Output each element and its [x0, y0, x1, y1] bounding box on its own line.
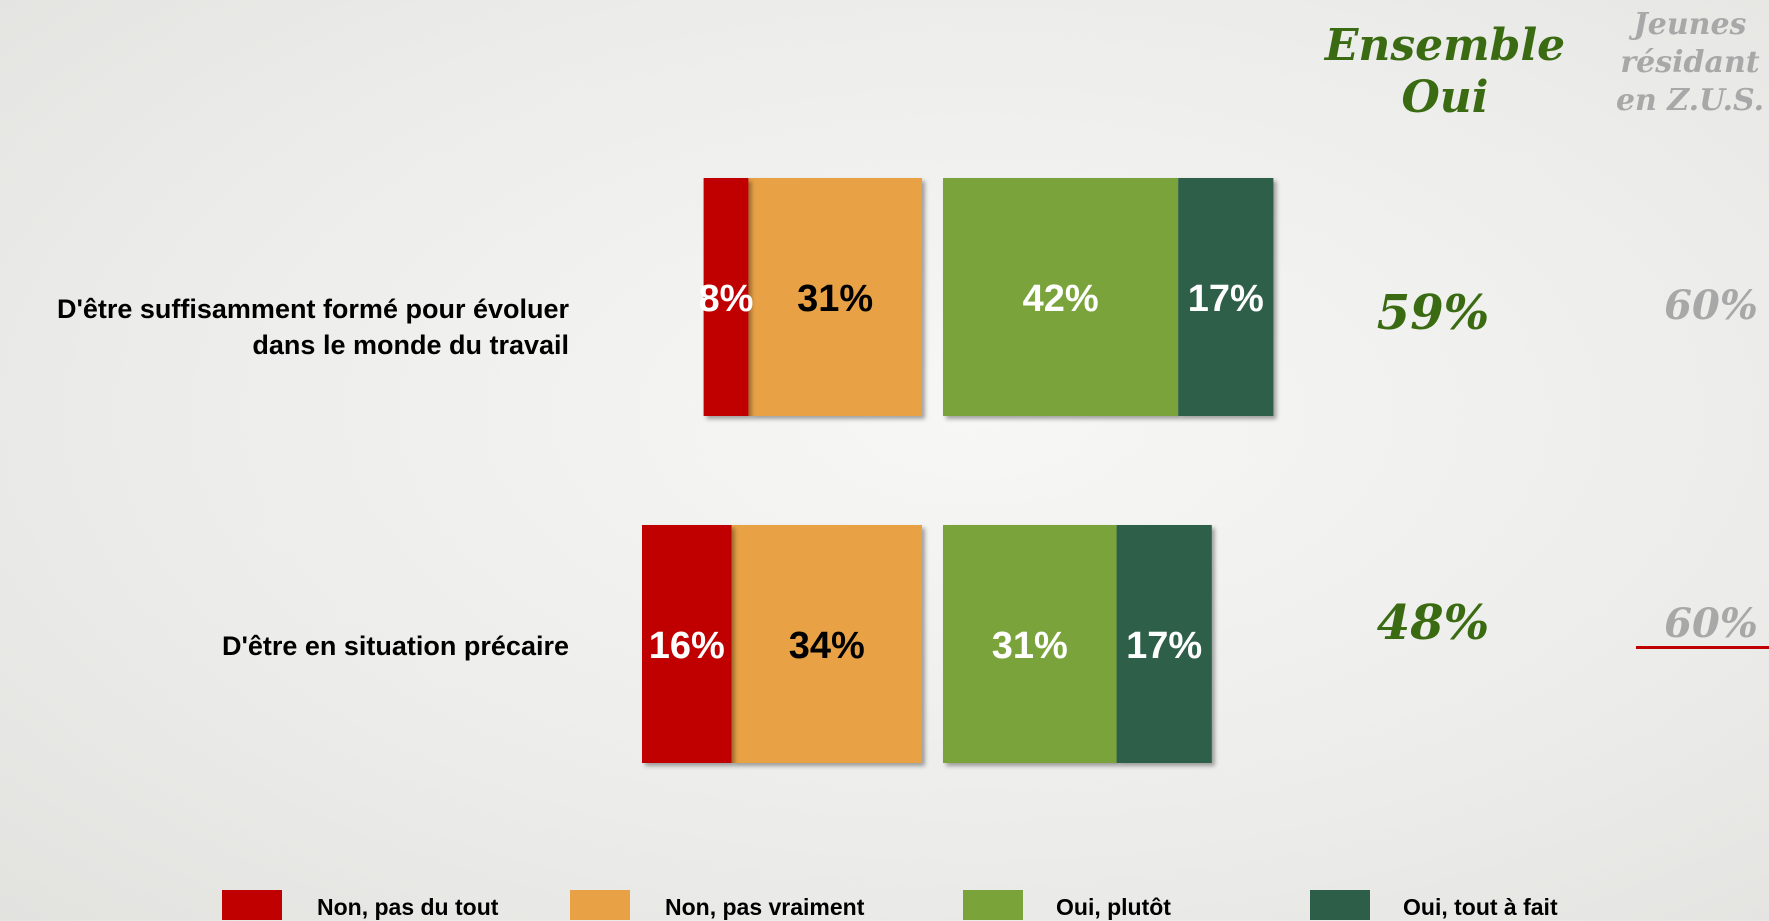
bar-value-label: 34%	[789, 625, 865, 667]
bar-value-label: 16%	[649, 625, 725, 667]
bar-value-label: 17%	[1188, 278, 1264, 320]
bar-segment	[1178, 178, 1274, 416]
header-jeunes-zus: Jeunes résidant en Z.U.S.	[1600, 6, 1769, 120]
header-ensemble-line2: Oui	[1401, 72, 1489, 123]
bar-group: 31% 8% 42% 17% 34% 16% 31% 17%	[642, 178, 1274, 763]
legend-swatch	[963, 890, 1023, 920]
legend-swatch	[1310, 890, 1370, 920]
bar-value-label: 8%	[699, 278, 754, 320]
bar-segment	[748, 178, 922, 416]
legend-label: Non, pas du tout	[317, 894, 499, 920]
category-label-line: D'être en situation précaire	[221, 631, 569, 661]
header-ensemble-oui: Ensemble Oui	[1310, 20, 1580, 124]
bar-segment	[943, 178, 1179, 416]
legend-label: Non, pas vraiment	[665, 894, 865, 920]
header-zus-line2: résidant	[1620, 45, 1760, 80]
bar-value-label: 17%	[1126, 625, 1202, 667]
bar-value-label: 31%	[797, 278, 873, 320]
bar-value-label: 31%	[992, 625, 1068, 667]
bar-segment	[943, 525, 1117, 763]
ensemble-oui-total: 48%	[1376, 595, 1490, 651]
category-label-line: dans le monde du travail	[252, 330, 569, 360]
header-ensemble-line1: Ensemble	[1324, 20, 1566, 71]
category-label-line: D'être suffisamment formé pour évoluer	[56, 294, 569, 324]
legend-label: Oui, plutôt	[1056, 894, 1171, 920]
bar-segment	[703, 178, 749, 416]
legend-swatch	[222, 890, 282, 920]
legend-label: Oui, tout à fait	[1403, 894, 1558, 920]
ensemble-oui-total: 59%	[1376, 285, 1490, 341]
category-label-precaire: D'être en situation précaire	[0, 628, 569, 664]
zus-total: 60%	[1636, 602, 1769, 649]
bar-segment	[731, 525, 922, 763]
header-zus-line1: Jeunes	[1633, 7, 1747, 42]
legend-swatch	[570, 890, 630, 920]
bar-segment	[642, 525, 732, 763]
zus-total: 60%	[1664, 282, 1758, 329]
bar-segment	[1116, 525, 1212, 763]
header-zus-line3: en Z.U.S.	[1615, 83, 1765, 118]
bar-value-label: 42%	[1023, 278, 1099, 320]
category-label-formation: D'être suffisamment formé pour évoluer d…	[0, 291, 569, 363]
